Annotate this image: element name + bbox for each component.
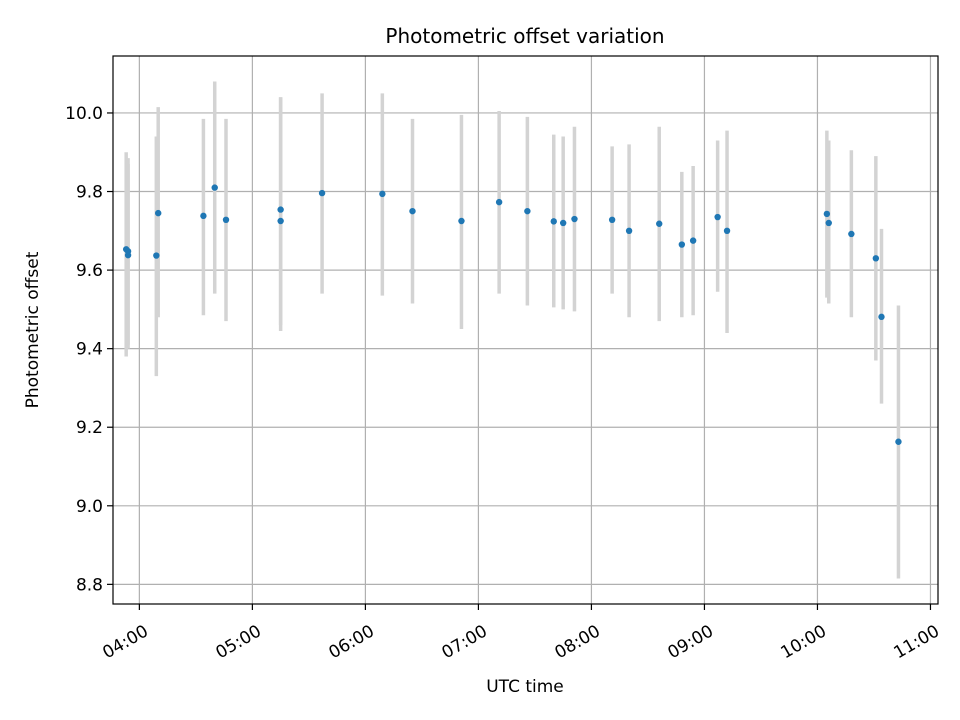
data-point [277,217,284,225]
data-point [608,216,616,224]
data-point [200,212,207,220]
plot-frame [112,55,939,605]
data-points [122,184,902,445]
data-point [409,207,416,215]
data-point [689,237,697,244]
data-point [277,206,284,213]
data-point [559,219,567,227]
data-point [823,210,831,218]
data-point [211,184,218,191]
data-point [678,241,686,248]
data-point [495,198,503,206]
y-axis-label: Photometric offset [23,251,43,408]
data-point [222,216,230,224]
y-tick-label: 9.2 [76,418,103,438]
chart-title: Photometric offset variation [385,24,664,48]
data-point [524,207,531,215]
data-point [318,189,326,197]
data-point [379,190,386,198]
grid-lines [113,56,938,604]
data-point [656,220,663,227]
y-axis-ticks: 8.8 9.0 9.2 9.4 9.6 9.8 10.0 [65,104,113,595]
data-point [458,217,465,225]
data-point [625,227,633,235]
data-point [825,219,832,227]
data-point [872,255,880,262]
y-tick-label: 9.6 [76,261,103,281]
x-axis-label: UTC time [486,677,564,697]
y-tick-label: 10.0 [65,104,103,124]
data-point [895,438,902,445]
data-point [571,215,578,223]
data-point [153,252,160,259]
data-point [723,227,731,235]
y-tick-label: 9.8 [76,183,103,203]
data-point [848,230,855,238]
data-point [155,209,162,217]
y-tick-label: 9.4 [76,340,103,360]
y-tick-label: 8.8 [76,575,103,595]
data-point [550,218,557,225]
y-tick-label: 9.0 [76,497,103,517]
data-point [714,213,721,221]
data-point [878,313,885,321]
data-point [124,248,132,255]
